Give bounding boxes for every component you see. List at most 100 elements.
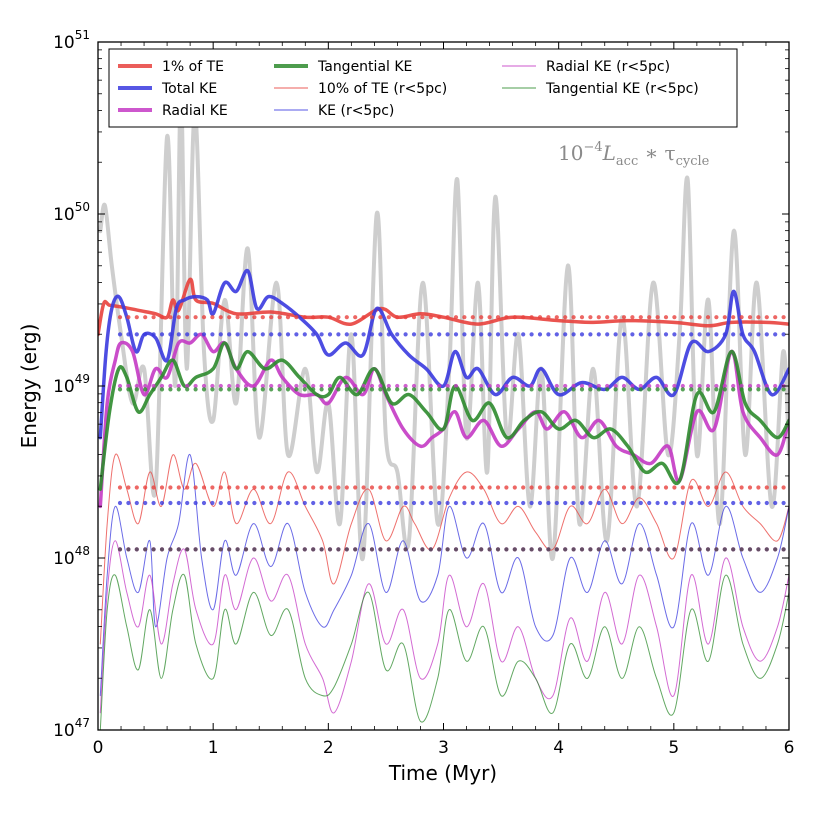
- level-dot: [462, 485, 467, 490]
- level-dot: [731, 387, 736, 392]
- level-dot: [596, 485, 601, 490]
- level-dot: [504, 485, 509, 490]
- level-dot: [554, 315, 559, 320]
- level-dot: [512, 485, 517, 490]
- level-dot: [319, 383, 324, 389]
- level-dot: [546, 315, 551, 320]
- mean-level-ke-r-5pc-: [117, 500, 786, 506]
- level-dot: [235, 547, 240, 552]
- level-dot: [773, 315, 778, 320]
- level-dot: [151, 500, 156, 506]
- level-dot: [353, 485, 358, 490]
- legend-label: Radial KE: [162, 103, 228, 119]
- y-tick-exp: 50: [75, 200, 90, 214]
- level-dot: [445, 547, 450, 552]
- level-dot: [395, 383, 400, 389]
- level-dot: [420, 332, 425, 337]
- level-dot: [117, 547, 123, 552]
- level-dot: [428, 383, 433, 389]
- level-dot: [143, 332, 148, 337]
- level-dot: [554, 500, 559, 506]
- level-dot: [294, 500, 299, 506]
- level-dot: [378, 387, 383, 392]
- level-dot: [487, 485, 492, 490]
- level-dot: [185, 332, 190, 337]
- series-layer: [98, 91, 789, 730]
- level-dot: [260, 547, 265, 552]
- level-dot: [487, 315, 492, 320]
- level-dot: [185, 315, 190, 320]
- level-dot: [218, 387, 223, 392]
- level-dot: [731, 485, 736, 490]
- level-dot: [689, 387, 694, 392]
- legend-label: Tangential KE: [317, 59, 412, 75]
- level-dot: [445, 383, 450, 389]
- series-line-ke-r-5pc-: [99, 454, 789, 697]
- level-dot: [764, 547, 769, 552]
- level-dot: [134, 547, 139, 552]
- level-dot: [353, 500, 358, 506]
- level-dot: [336, 387, 341, 392]
- y-tick-label: 1050: [53, 200, 90, 225]
- level-dot: [630, 500, 635, 506]
- level-dot: [235, 315, 240, 320]
- level-dot: [705, 387, 711, 392]
- level-dot: [344, 387, 349, 392]
- level-dot: [596, 547, 601, 552]
- level-dot: [764, 485, 769, 490]
- level-dot: [571, 387, 576, 392]
- level-dot: [361, 332, 366, 337]
- level-dot: [319, 500, 324, 506]
- level-dot: [714, 485, 719, 490]
- level-dot: [731, 383, 736, 389]
- legend-item: KE (r<5pc): [274, 103, 394, 119]
- level-dot: [411, 547, 417, 552]
- level-dot: [672, 485, 677, 490]
- level-dot: [285, 485, 291, 490]
- level-dot: [714, 383, 719, 389]
- level-dot: [428, 387, 433, 392]
- level-dot: [134, 485, 139, 490]
- level-dot: [361, 500, 366, 506]
- level-dot: [563, 485, 568, 490]
- level-dot: [378, 500, 383, 506]
- level-dot: [596, 387, 601, 392]
- level-dot: [126, 332, 131, 337]
- mean-level-10-of-te-r-5pc-: [117, 485, 786, 490]
- level-dot: [378, 383, 383, 389]
- level-dot: [445, 485, 450, 490]
- y-tick-label: 1049: [53, 372, 90, 397]
- level-dot: [689, 383, 694, 389]
- level-dot: [479, 315, 484, 320]
- level-dot: [243, 547, 249, 552]
- level-dot: [260, 387, 265, 392]
- level-dot: [420, 500, 425, 506]
- level-dot: [134, 332, 139, 337]
- level-dot: [571, 332, 576, 337]
- y-tick-base: 10: [53, 205, 75, 225]
- level-dot: [504, 547, 509, 552]
- level-dot: [386, 332, 391, 337]
- level-dot: [185, 547, 190, 552]
- series-line-radial-ke-r-5pc-: [99, 540, 789, 714]
- mean-level-total-ke: [117, 332, 786, 337]
- level-dot: [453, 500, 459, 506]
- level-dot: [403, 500, 408, 506]
- level-dot: [235, 485, 240, 490]
- level-dot: [386, 383, 391, 389]
- level-dot: [554, 547, 559, 552]
- level-dot: [739, 547, 744, 552]
- level-dot: [168, 547, 173, 552]
- level-dot: [630, 387, 635, 392]
- y-tick-exp: 49: [75, 372, 90, 386]
- level-dot: [529, 315, 534, 320]
- level-dot: [327, 332, 333, 337]
- level-dot: [596, 500, 601, 506]
- level-dot: [201, 383, 207, 389]
- level-dot: [361, 387, 366, 392]
- level-dot: [176, 315, 181, 320]
- y-tick-exp: 51: [75, 28, 90, 42]
- level-dot: [546, 332, 551, 337]
- level-dot: [495, 332, 501, 337]
- level-dot: [176, 332, 181, 337]
